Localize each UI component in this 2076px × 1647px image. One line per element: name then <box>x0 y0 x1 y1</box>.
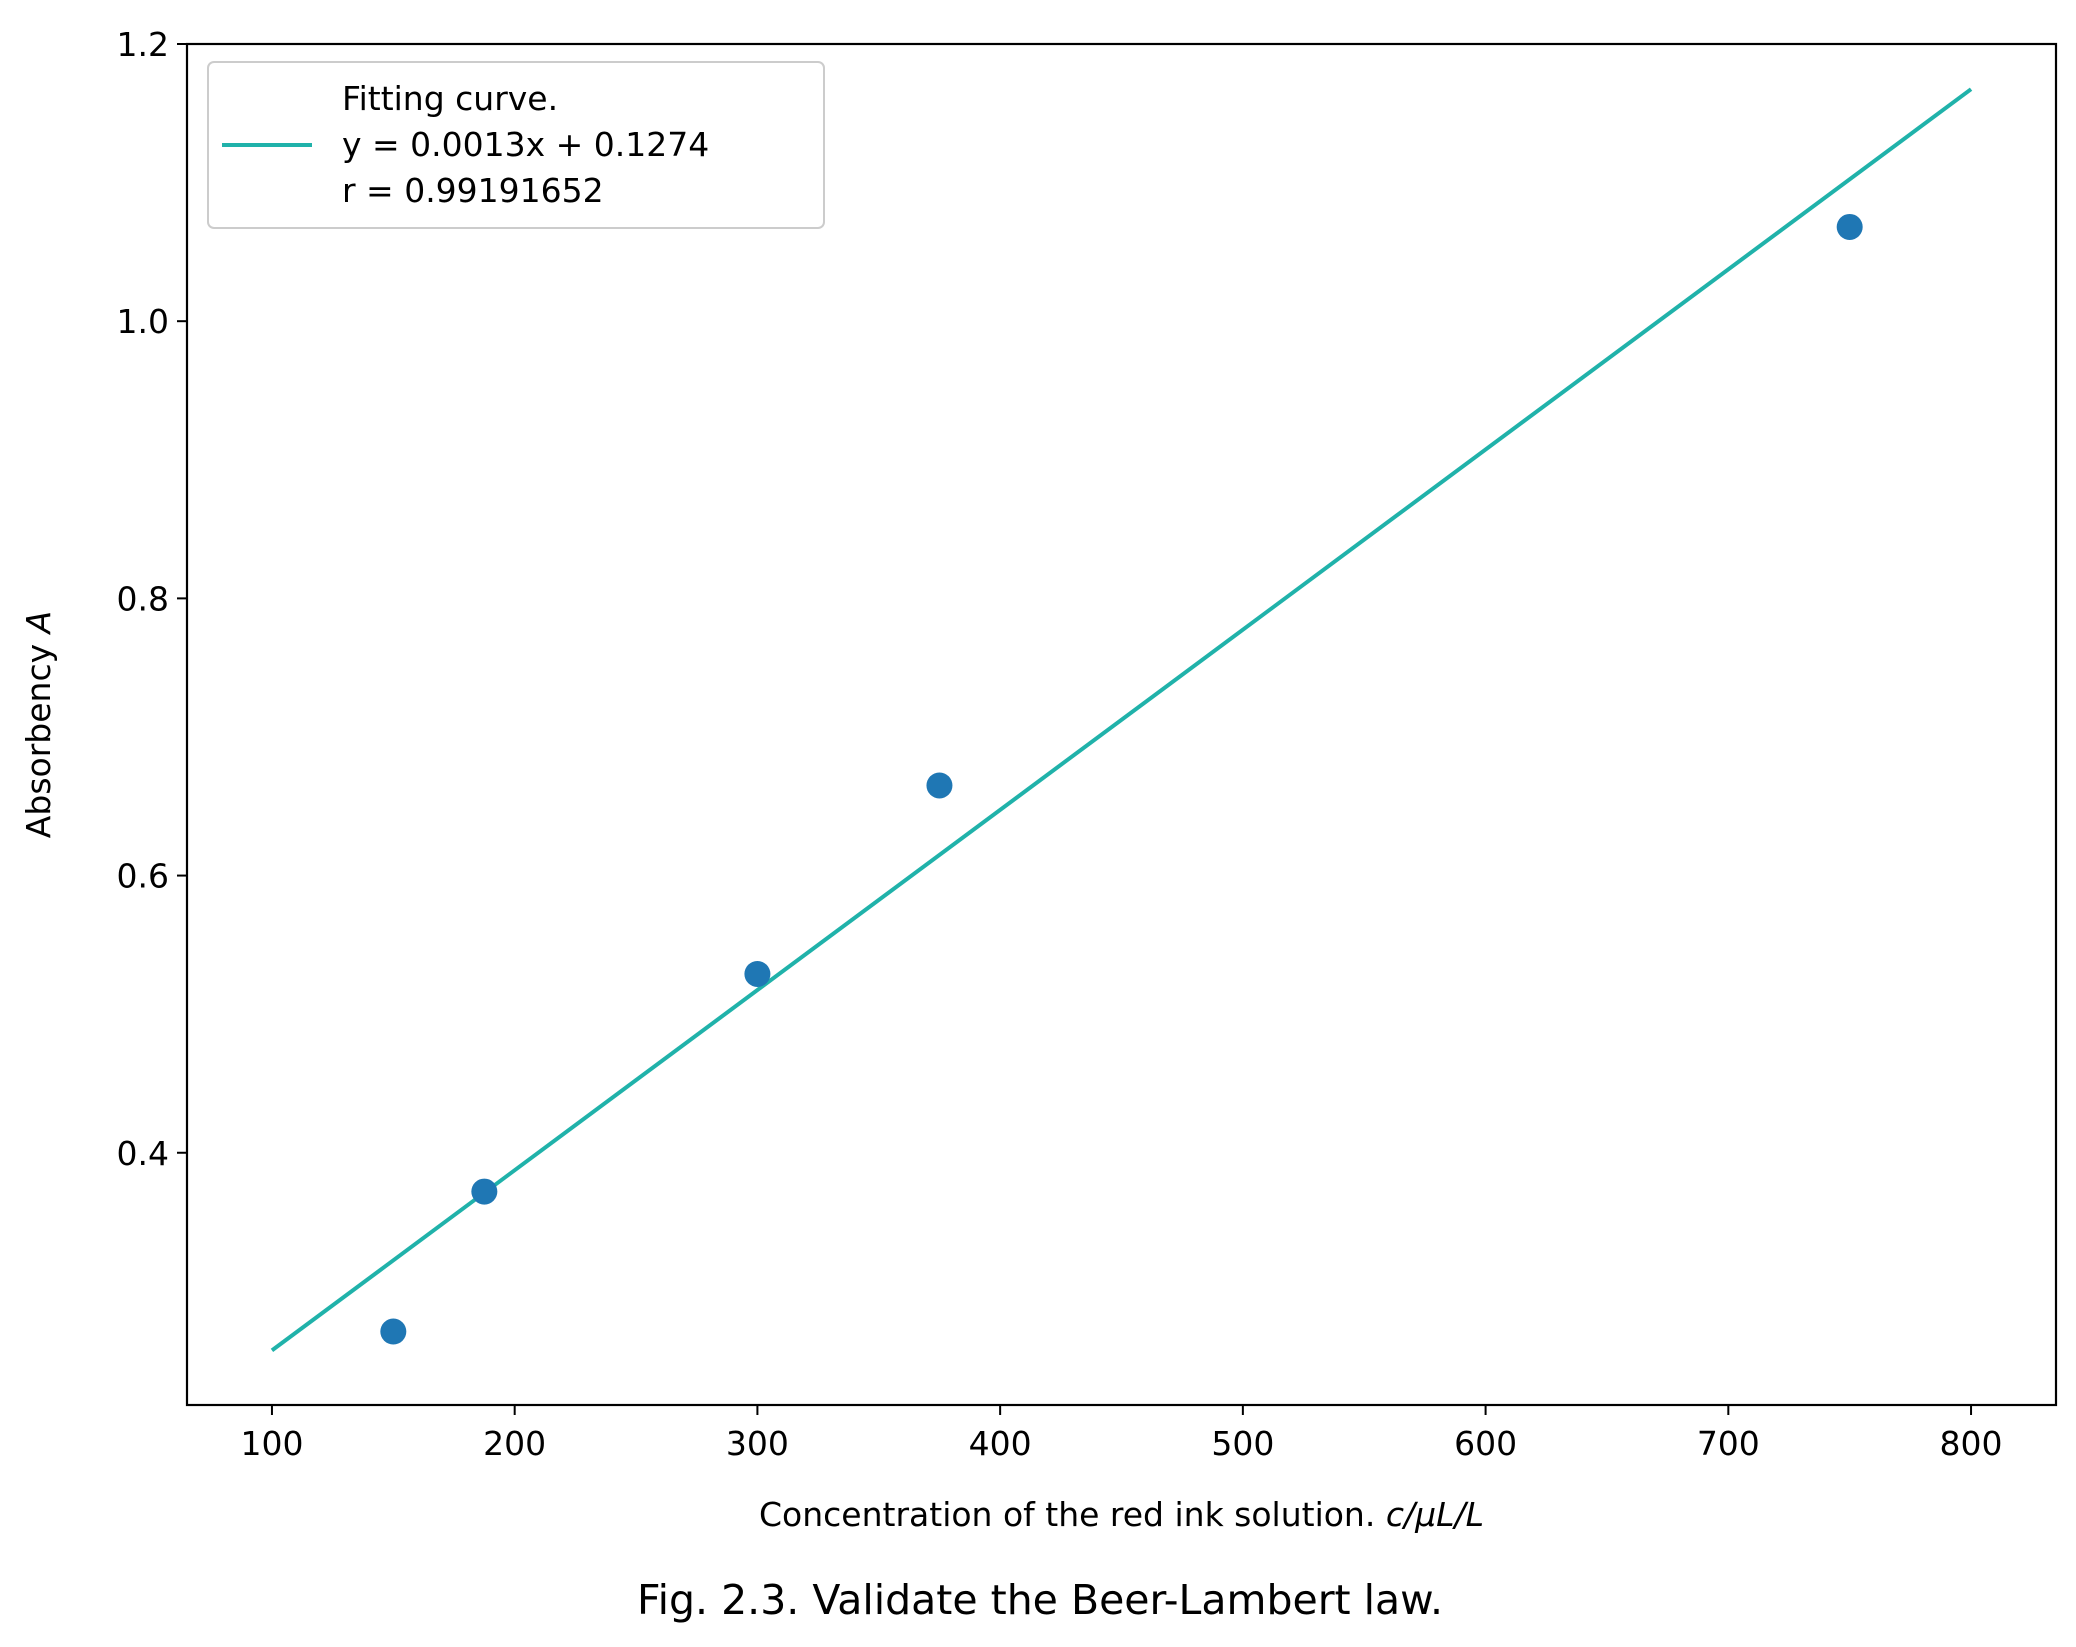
data-point <box>380 1318 407 1345</box>
x-axis-label-math: c/μL/L <box>1386 1495 1484 1534</box>
legend-entry-line: Fitting curve. <box>342 79 558 118</box>
fitting-curve-line <box>270 87 1973 1352</box>
y-axis-label-text: Absorbency <box>19 633 58 838</box>
y-axis: 0.4 0.6 0.8 1.0 1.2 <box>117 25 187 1173</box>
x-tick-label: 100 <box>240 1424 303 1463</box>
x-tick-label: 400 <box>969 1424 1032 1463</box>
y-tick-label: 0.6 <box>117 857 169 896</box>
data-point <box>471 1178 498 1205</box>
data-point <box>926 772 953 799</box>
figure-caption: Fig. 2.3. Validate the Beer-Lambert law. <box>637 1576 1443 1624</box>
x-axis-label-text: Concentration of the red ink solution. <box>759 1495 1386 1534</box>
x-axis-label: Concentration of the red ink solution. c… <box>759 1495 1484 1534</box>
y-tick-label: 0.8 <box>117 579 169 618</box>
x-tick-label: 500 <box>1211 1424 1274 1463</box>
legend-entry-line: y = 0.0013x + 0.1274 <box>342 125 709 164</box>
y-tick-label: 0.4 <box>117 1134 169 1173</box>
x-tick-label: 300 <box>726 1424 789 1463</box>
legend-box <box>207 61 825 229</box>
plot-area <box>270 87 1973 1352</box>
x-axis: 100 200 300 400 500 600 700 800 <box>240 1405 2003 1463</box>
y-axis-label: Absorbency A <box>19 611 58 838</box>
legend-entry-line: r = 0.99191652 <box>342 171 604 210</box>
x-tick-label: 800 <box>1940 1424 2003 1463</box>
y-tick-label: 1.0 <box>117 302 169 341</box>
x-tick-label: 200 <box>483 1424 546 1463</box>
y-axis-label-math: A <box>19 611 58 636</box>
data-point <box>1836 213 1863 240</box>
legend: Fitting curve. y = 0.0013x + 0.1274 r = … <box>207 61 825 229</box>
data-point <box>744 960 771 987</box>
axes-frame <box>185 42 2058 1407</box>
x-tick-label: 600 <box>1454 1424 1517 1463</box>
y-tick-label: 1.2 <box>117 25 169 64</box>
x-tick-label: 700 <box>1697 1424 1760 1463</box>
